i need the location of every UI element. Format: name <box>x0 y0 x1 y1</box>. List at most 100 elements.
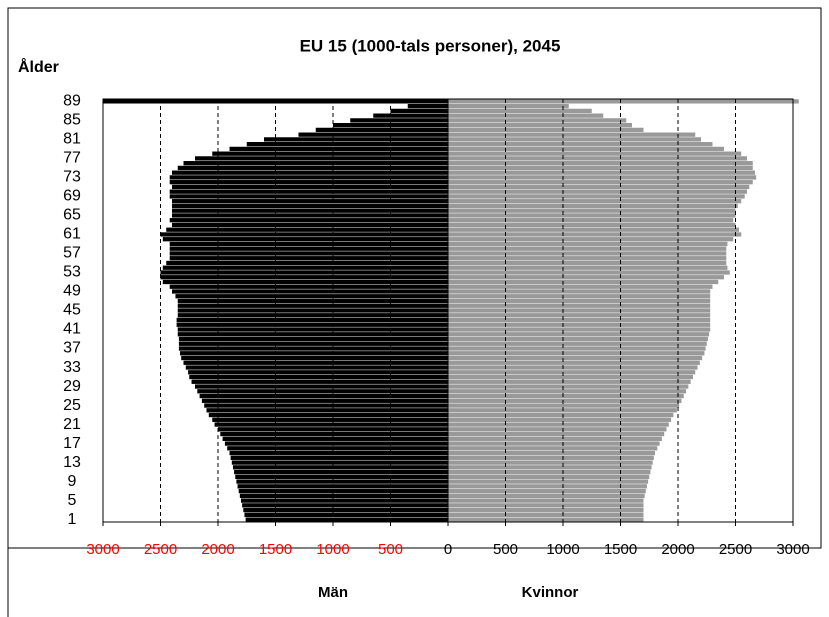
bar <box>448 194 745 199</box>
bar <box>448 351 705 356</box>
bar <box>448 398 682 403</box>
bar <box>177 303 448 308</box>
y-tick-label: 1 <box>68 511 77 528</box>
bar <box>448 218 734 223</box>
bar <box>448 317 711 323</box>
y-tick-label: 29 <box>63 378 81 395</box>
bar <box>222 436 448 441</box>
bar <box>448 484 647 489</box>
bar <box>448 165 753 171</box>
bar <box>208 412 448 418</box>
y-tick-label: 89 <box>63 93 81 110</box>
bar <box>448 332 710 337</box>
y-tick-label: 41 <box>63 321 81 338</box>
bar <box>448 498 644 503</box>
bar <box>178 341 448 346</box>
bar <box>448 294 711 299</box>
bar <box>448 384 689 389</box>
bar <box>177 313 448 318</box>
bar <box>407 103 448 109</box>
bar <box>177 165 448 171</box>
bar <box>448 503 644 508</box>
bar <box>448 256 727 261</box>
bar <box>166 260 448 266</box>
bar <box>448 103 569 109</box>
x-tick-label: 3000 <box>86 541 119 558</box>
bar <box>448 275 724 280</box>
bar <box>241 498 448 503</box>
y-tick-label: 85 <box>63 112 81 129</box>
bar <box>448 132 696 137</box>
y-tick-label: 45 <box>63 302 81 319</box>
bar <box>448 241 728 247</box>
bar <box>264 137 448 142</box>
bar <box>160 275 448 280</box>
bar <box>315 127 448 133</box>
bar <box>166 227 448 232</box>
bar <box>160 270 448 275</box>
bar <box>448 517 644 522</box>
bar <box>448 479 649 484</box>
bar <box>195 384 448 389</box>
bar <box>448 108 592 114</box>
bar <box>183 360 448 365</box>
bar <box>448 308 711 313</box>
bar <box>212 151 448 156</box>
bar <box>189 374 448 380</box>
bar <box>448 327 711 332</box>
y-tick-label: 25 <box>63 397 81 414</box>
bar <box>448 422 669 427</box>
bar <box>172 289 448 294</box>
bar <box>169 241 448 247</box>
bar <box>239 493 448 498</box>
bar <box>448 493 645 498</box>
bar <box>448 260 727 266</box>
bar <box>448 446 658 451</box>
x-tick-label: 2000 <box>661 541 694 558</box>
bar <box>172 203 448 209</box>
bar <box>204 403 448 408</box>
bar <box>448 465 652 470</box>
bar <box>448 137 701 142</box>
y-tick-label: 13 <box>63 454 81 471</box>
x-tick-label: 2500 <box>144 541 177 558</box>
bar <box>191 379 449 384</box>
bar <box>448 123 632 128</box>
y-tick-label: 61 <box>63 226 81 243</box>
bar <box>448 161 753 166</box>
bar <box>448 289 711 294</box>
bar <box>448 322 711 327</box>
x-tick-label: 2500 <box>719 541 752 558</box>
bar <box>448 99 799 104</box>
bar <box>176 322 448 327</box>
bar <box>197 389 448 394</box>
bar <box>206 408 448 413</box>
bar <box>169 175 448 180</box>
y-tick-label: 37 <box>63 340 81 357</box>
bar <box>448 355 703 361</box>
bar <box>448 265 728 270</box>
bar <box>448 189 747 194</box>
bar <box>448 370 696 375</box>
bar <box>333 123 448 128</box>
bar <box>448 180 753 185</box>
x-tick-label: 500 <box>378 541 403 558</box>
bar <box>180 351 449 356</box>
bar <box>448 389 687 394</box>
bar <box>229 146 448 152</box>
bar <box>448 118 627 123</box>
bar <box>199 393 448 399</box>
bar <box>201 398 448 403</box>
x-tick-label: 1500 <box>259 541 292 558</box>
bar <box>448 441 660 446</box>
bar <box>176 317 448 323</box>
bar <box>448 284 713 289</box>
bar <box>448 146 724 152</box>
bar <box>448 460 653 465</box>
bar <box>229 450 448 456</box>
bar <box>181 355 448 361</box>
bar <box>448 374 693 380</box>
bar <box>448 251 727 256</box>
chart-title: EU 15 (1000-tals personer), 2045 <box>300 36 561 55</box>
